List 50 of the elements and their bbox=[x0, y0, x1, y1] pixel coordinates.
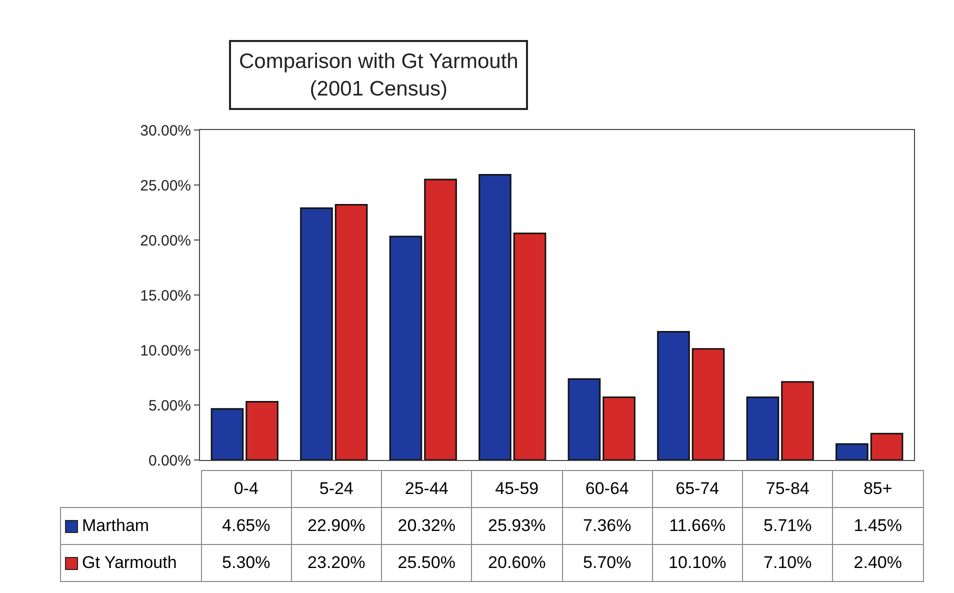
x-tick-label: 65-74 bbox=[652, 470, 742, 508]
y-tick-label: 5.00% bbox=[148, 397, 191, 414]
legend-label: Gt Yarmouth bbox=[82, 553, 177, 572]
data-label: 23.20% bbox=[291, 544, 382, 582]
y-tick-label: 0.00% bbox=[148, 452, 191, 470]
x-tick-label: 45-59 bbox=[472, 470, 562, 508]
data-label: 20.60% bbox=[472, 544, 562, 582]
bar bbox=[300, 207, 333, 460]
data-label: 22.90% bbox=[291, 508, 382, 544]
data-label: 25.50% bbox=[382, 544, 472, 582]
bar bbox=[781, 381, 814, 460]
bar bbox=[602, 396, 636, 460]
bar bbox=[246, 400, 278, 460]
bar bbox=[746, 396, 780, 460]
data-label: 5.71% bbox=[742, 508, 833, 544]
x-tick-label: 85+ bbox=[832, 470, 923, 508]
data-label: 10.10% bbox=[652, 544, 742, 582]
bar bbox=[568, 378, 601, 460]
x-tick-label: 0-4 bbox=[201, 470, 292, 508]
data-label: 25.93% bbox=[472, 508, 562, 544]
x-tick-label: 60-64 bbox=[562, 470, 652, 508]
y-tick-label: 20.00% bbox=[140, 232, 191, 250]
bar bbox=[389, 236, 422, 460]
y-tick-label: 30.00% bbox=[140, 122, 191, 140]
y-tick-label: 25.00% bbox=[140, 177, 191, 194]
data-label: 7.36% bbox=[562, 508, 652, 544]
legend-label: Martham bbox=[82, 516, 150, 535]
bar bbox=[334, 204, 368, 460]
data-label: 20.32% bbox=[382, 508, 472, 544]
data-label: 5.30% bbox=[201, 544, 292, 582]
x-tick-label: 5-24 bbox=[291, 470, 382, 508]
bar bbox=[478, 174, 512, 460]
y-tick-label: 15.00% bbox=[140, 287, 191, 304]
bar bbox=[836, 443, 868, 460]
x-tick-label: 25-44 bbox=[382, 470, 472, 508]
data-label: 4.65% bbox=[201, 508, 292, 544]
bar bbox=[870, 432, 904, 460]
data-label: 2.40% bbox=[832, 544, 923, 582]
data-label: 5.70% bbox=[562, 544, 652, 582]
data-label: 11.66% bbox=[652, 508, 742, 544]
y-tick-label: 10.00% bbox=[140, 342, 191, 360]
data-label: 7.10% bbox=[742, 544, 833, 582]
data-label: 1.45% bbox=[832, 508, 923, 544]
bar bbox=[513, 232, 546, 460]
bar bbox=[657, 330, 690, 460]
x-tick-label: 75-84 bbox=[742, 470, 833, 508]
chart-title: Comparison with Gt Yarmouth (2001 Census) bbox=[239, 50, 518, 100]
bar bbox=[692, 348, 725, 460]
bar bbox=[210, 408, 244, 460]
bar bbox=[424, 178, 457, 460]
